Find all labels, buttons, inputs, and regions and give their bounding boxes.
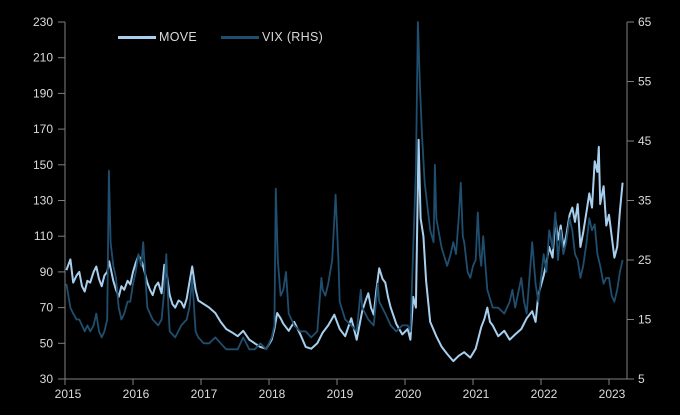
x-axis-tick-label: 2017 — [191, 387, 218, 401]
x-axis-tick-label: 2022 — [531, 387, 558, 401]
x-axis-tick-label: 2023 — [599, 387, 626, 401]
left-axis-tick-label: 110 — [34, 229, 53, 243]
left-axis-tick-label: 90 — [40, 265, 54, 279]
x-axis-tick-label: 2021 — [463, 387, 490, 401]
right-axis-tick-label: 55 — [638, 75, 652, 89]
right-axis-tick-label: 15 — [638, 313, 652, 327]
left-axis-tick-label: 150 — [33, 158, 53, 172]
move-series-line — [65, 138, 624, 363]
x-axis-tick-label: 2019 — [327, 387, 354, 401]
left-axis-tick-label: 190 — [33, 86, 53, 100]
chart-legend: MOVE VIX (RHS) — [118, 30, 323, 44]
move-line-swatch — [118, 35, 156, 39]
left-axis-tick-label: 230 — [33, 15, 53, 29]
x-axis-tick-label: 2020 — [395, 387, 422, 401]
right-axis-tick-label: 5 — [638, 372, 645, 386]
vix-series-line — [65, 21, 624, 351]
right-axis-tick-label: 65 — [638, 15, 652, 29]
left-axis-tick-label: 170 — [33, 122, 53, 136]
left-axis-tick-label: 50 — [40, 336, 54, 350]
vix-line-swatch — [221, 35, 260, 39]
legend-item-move: MOVE — [118, 30, 197, 44]
x-axis-tick-label: 2018 — [259, 387, 286, 401]
right-axis-tick-label: 35 — [638, 194, 652, 208]
left-axis-tick-label: 130 — [33, 194, 53, 208]
left-axis-tick-label: 30 — [40, 372, 54, 386]
legend-label-vix: VIX (RHS) — [262, 30, 324, 44]
x-axis-tick-label: 2015 — [55, 387, 82, 401]
left-axis-tick-label: 210 — [33, 51, 53, 65]
right-axis-tick-label: 25 — [638, 253, 652, 267]
legend-label-move: MOVE — [159, 30, 198, 44]
left-axis-tick-label: 70 — [40, 301, 54, 315]
x-axis-tick-label: 2016 — [123, 387, 150, 401]
right-axis-tick-label: 45 — [638, 134, 652, 148]
legend-item-vix: VIX (RHS) — [221, 30, 323, 44]
